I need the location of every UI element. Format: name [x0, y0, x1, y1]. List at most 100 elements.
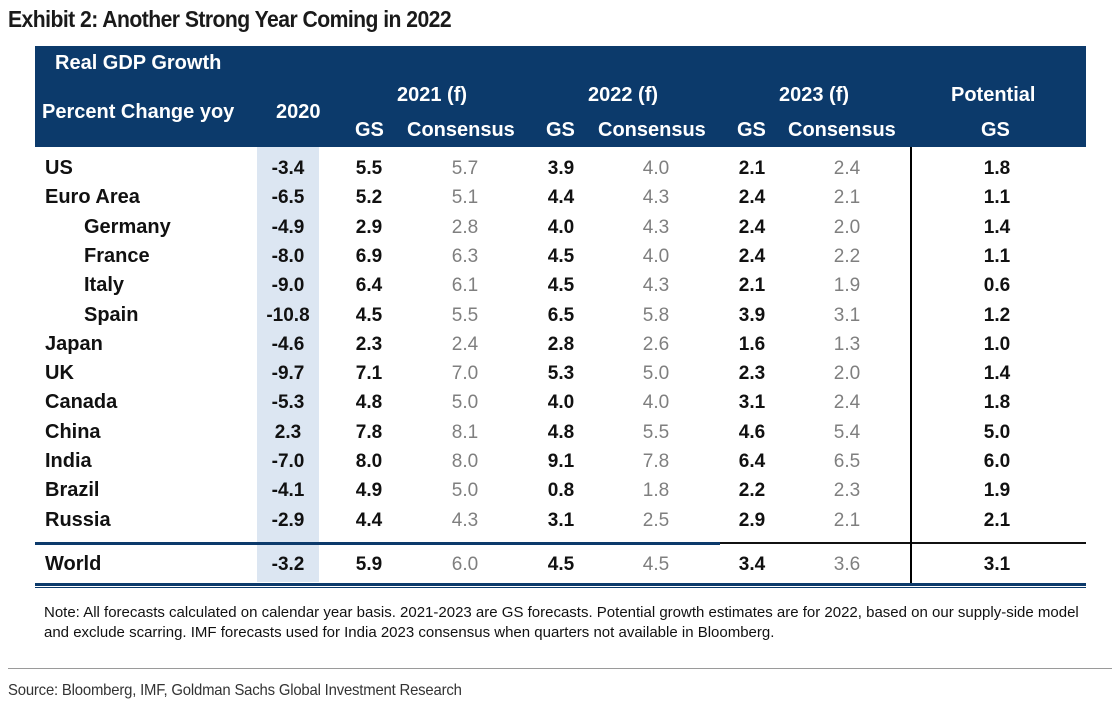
table-cell: 1.0	[983, 333, 1011, 355]
table-cell: -10.8	[266, 304, 310, 326]
table-cell: 6.0	[983, 451, 1011, 472]
gs-header-2023: GS	[737, 119, 766, 141]
consensus-header-2021: Consensus	[407, 119, 515, 141]
table-cell: 1.1	[983, 245, 1011, 267]
row-label-spain: Spain	[84, 303, 139, 326]
gs-header-2022: GS	[546, 119, 575, 141]
table-cell: 1.9	[983, 480, 1011, 502]
potential-header-top: Potential	[951, 84, 1036, 106]
potential-header-bottom: GS	[981, 119, 1010, 141]
table-cell: 4.0	[642, 392, 670, 414]
table-cell: -7.0	[271, 451, 305, 472]
table-cell: 8.0	[451, 451, 479, 472]
table-cell: 4.3	[451, 509, 479, 531]
table-cell: 5.5	[451, 304, 479, 326]
table-cell: -3.4	[271, 158, 305, 179]
table-cell: 2.9	[355, 216, 383, 238]
table-bottom-rule-2	[35, 587, 1086, 588]
table-cell: 1.8	[983, 392, 1011, 414]
table-cell: -9.0	[271, 275, 305, 297]
table-cell: 2.4	[833, 392, 861, 414]
group-2021-header: 2021 (f)	[397, 84, 468, 106]
table-cell: 4.6	[738, 421, 766, 443]
source-divider	[8, 668, 1112, 669]
source-line: Source: Bloomberg, IMF, Goldman Sachs Gl…	[8, 682, 462, 699]
table-cell: 2.3	[274, 421, 302, 443]
table-cell: 4.4	[547, 187, 575, 209]
table-cell: -4.9	[271, 216, 305, 238]
table-cell: 1.4	[983, 216, 1011, 238]
table-cell: 5.8	[642, 304, 670, 326]
table-cell: 3.1	[738, 392, 766, 414]
table-cell: 2.0	[833, 363, 861, 385]
table-cell: 2.3	[355, 333, 383, 355]
table-cell: 2.2	[738, 480, 766, 502]
table-cell: 4.5	[547, 245, 575, 267]
table-cell: 4.8	[547, 421, 575, 443]
table-cell: 1.9	[833, 275, 861, 297]
table-cell: -5.3	[271, 392, 305, 414]
row-label-germany: Germany	[84, 215, 171, 238]
table-cell: 2.1	[738, 275, 766, 297]
table-cell: 5.9	[355, 554, 383, 575]
table-cell: 1.1	[983, 187, 1011, 209]
table-cell: 2.0	[833, 216, 861, 238]
table-cell: 0.8	[547, 480, 575, 502]
table-cell: -2.9	[271, 509, 305, 531]
col-2020-shading	[257, 147, 319, 582]
block-title: Real GDP Growth	[55, 52, 222, 74]
table-cell: 2.4	[833, 158, 861, 179]
table-cell: -6.5	[271, 187, 305, 209]
table-cell: 6.4	[355, 275, 383, 297]
table-cell: 5.7	[451, 158, 479, 179]
table-cell: 2.4	[738, 245, 766, 267]
table-cell: 1.2	[983, 304, 1011, 326]
row-label-italy: Italy	[84, 274, 125, 297]
table-cell: 3.1	[983, 554, 1011, 575]
table-cell: 3.6	[833, 554, 861, 575]
table-cell: 4.5	[547, 554, 575, 575]
footnote: Note: All forecasts calculated on calend…	[44, 604, 1079, 641]
table-cell: 9.1	[547, 451, 575, 472]
table-cell: 5.4	[833, 421, 861, 443]
table-cell: 2.4	[451, 333, 479, 355]
table-cell: 2.1	[738, 158, 766, 179]
table-cell: 2.2	[833, 245, 861, 267]
table-cell: 5.0	[451, 392, 479, 414]
table-cell: 4.5	[355, 304, 383, 326]
table-cell: -4.6	[271, 333, 305, 355]
row-label-euro-area: Euro Area	[45, 186, 140, 209]
table-cell: 5.1	[451, 187, 479, 209]
table-cell: 2.9	[738, 509, 766, 531]
consensus-header-2023: Consensus	[788, 119, 896, 141]
table-cell: 8.0	[355, 451, 383, 472]
table-cell: 1.8	[642, 480, 670, 502]
row-label-brazil: Brazil	[45, 479, 100, 502]
table-cell: 6.0	[451, 554, 479, 575]
table-cell: 4.3	[642, 216, 670, 238]
group-2023-header: 2023 (f)	[779, 84, 850, 106]
row-label-russia: Russia	[45, 508, 111, 531]
table-cell: 2.3	[738, 363, 766, 385]
gs-header-2021: GS	[355, 119, 384, 141]
table-cell: 5.5	[642, 421, 670, 443]
table-cell: -4.1	[271, 480, 305, 502]
table-cell: 2.1	[833, 509, 861, 531]
table-cell: 4.5	[642, 554, 670, 575]
table-cell: 5.5	[355, 158, 383, 179]
table-cell: 6.5	[833, 451, 861, 472]
potential-divider	[910, 147, 912, 583]
table-cell: -8.0	[271, 245, 305, 267]
table-cell: 5.0	[642, 363, 670, 385]
table-header-band	[35, 46, 1086, 147]
table-cell: 3.4	[738, 554, 766, 575]
group-2022-header: 2022 (f)	[588, 84, 659, 106]
table-cell: 8.1	[451, 421, 479, 443]
col-2020-header: 2020	[276, 101, 321, 123]
table-cell: 2.1	[833, 187, 861, 209]
table-cell: 3.1	[833, 304, 861, 326]
table-cell: 2.8	[547, 333, 575, 355]
table-cell: 4.5	[547, 275, 575, 297]
table-cell: 4.0	[547, 392, 575, 414]
table-cell: 2.4	[738, 216, 766, 238]
